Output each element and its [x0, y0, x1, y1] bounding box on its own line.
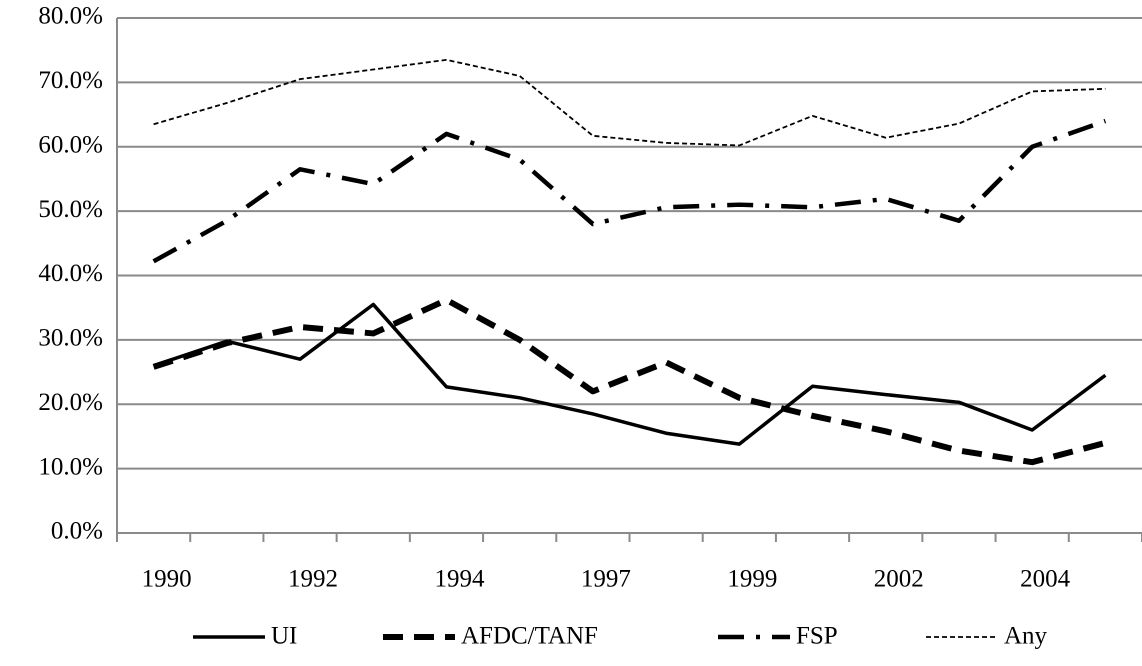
y-tick-label: 30.0% [38, 325, 103, 352]
x-tick-label: 1992 [288, 566, 338, 593]
x-tick-label: 1990 [142, 566, 192, 593]
y-tick-label: 70.0% [38, 67, 103, 94]
x-tick-label: 1997 [581, 566, 631, 593]
y-tick-label: 0.0% [51, 518, 103, 545]
x-tick-label: 1994 [434, 566, 485, 593]
legend-label: AFDC/TANF [461, 623, 598, 650]
legend-label: UI [271, 623, 297, 650]
series-line [153, 58, 1106, 147]
y-tick-label: 60.0% [38, 131, 103, 158]
y-tick-label: 80.0% [38, 3, 103, 30]
series-line [152, 118, 1107, 264]
x-tick-label: 2004 [1020, 566, 1071, 593]
legend-label: FSP [796, 623, 838, 650]
y-tick-label: 50.0% [38, 196, 103, 223]
series-line [153, 302, 1107, 446]
x-tick-label: 1999 [727, 566, 777, 593]
y-tick-label: 20.0% [38, 389, 103, 416]
y-tick-label: 40.0% [38, 260, 103, 287]
legend-label: Any [1004, 623, 1048, 650]
y-tick-label: 10.0% [38, 453, 103, 480]
x-tick-label: 2002 [874, 566, 924, 593]
series-line [152, 296, 1107, 466]
